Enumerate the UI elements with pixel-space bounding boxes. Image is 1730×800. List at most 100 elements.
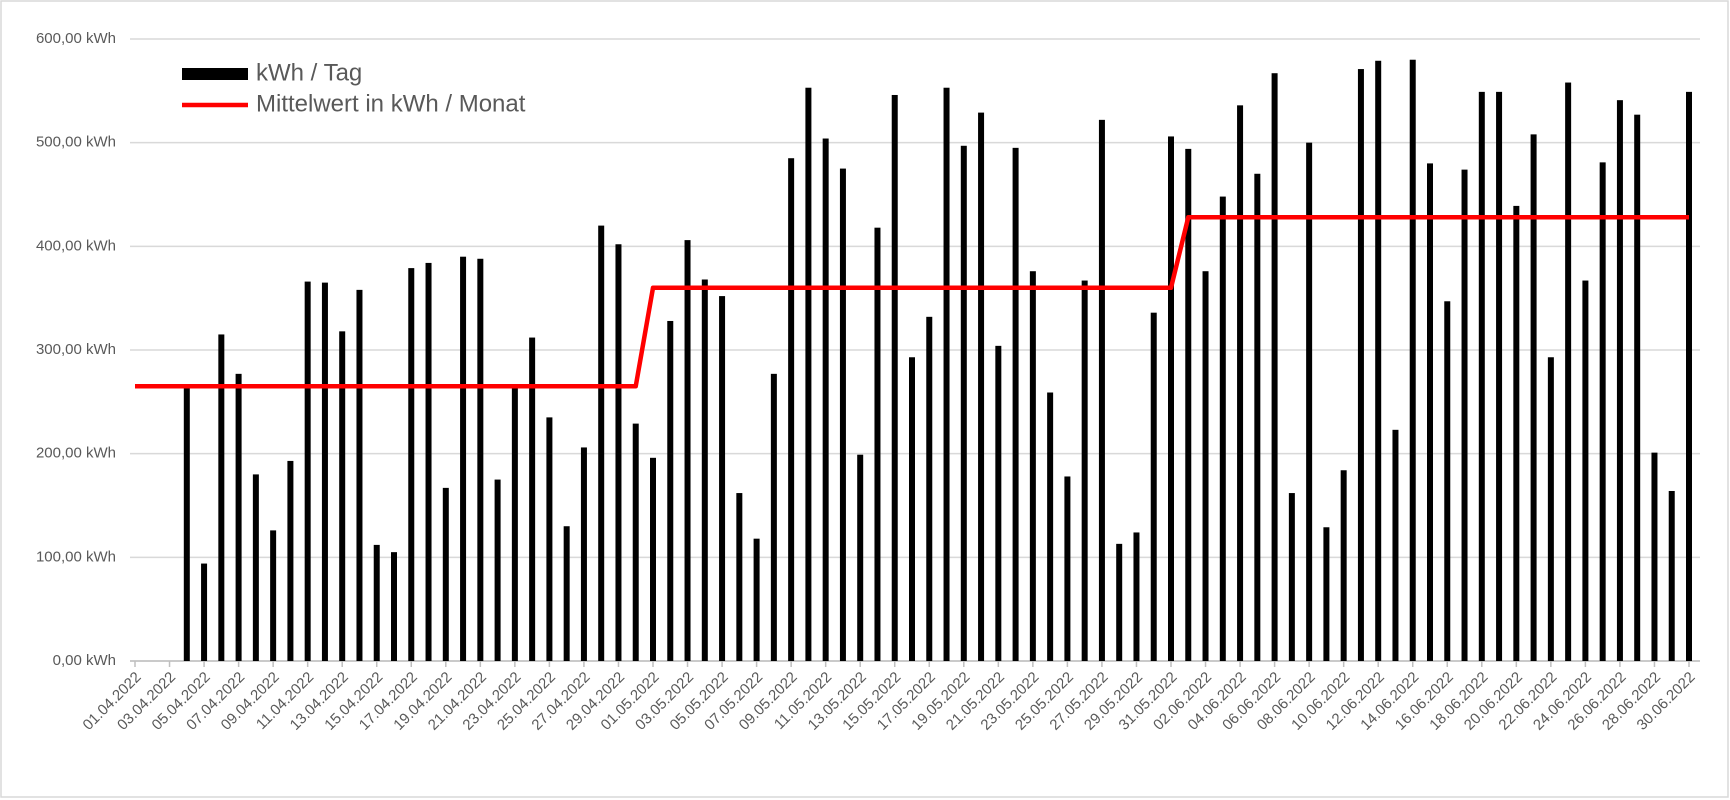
bar (1202, 271, 1209, 661)
legend-swatch (182, 68, 248, 80)
bar (736, 493, 743, 661)
y-tick-label: 400,00 kWh (36, 237, 116, 254)
bar (373, 544, 380, 661)
legend-label: kWh / Tag (256, 59, 362, 86)
legend-label: Mittelwert in kWh / Monat (256, 90, 526, 117)
bar (1271, 73, 1278, 661)
bar (1565, 82, 1572, 662)
bar (598, 225, 605, 661)
bar (1547, 357, 1554, 661)
bar (563, 526, 570, 661)
bar (580, 447, 587, 661)
bar (1219, 196, 1226, 661)
bar (477, 258, 484, 661)
bar (1168, 136, 1174, 662)
bar (1427, 163, 1433, 661)
bar (684, 240, 691, 661)
bar (632, 423, 639, 661)
bar (719, 296, 726, 661)
bar (408, 268, 415, 661)
bar (1461, 169, 1468, 661)
bar (494, 479, 501, 661)
bar (235, 373, 242, 661)
bar (1444, 301, 1451, 661)
bar (1634, 114, 1641, 662)
bar (1375, 60, 1382, 661)
bar (1237, 105, 1244, 661)
bar (891, 94, 898, 662)
bar (1496, 91, 1503, 662)
bar (1530, 134, 1537, 661)
y-tick-label: 100,00 kWh (36, 548, 116, 565)
bar (960, 145, 967, 661)
bar (529, 337, 536, 661)
bar (1616, 100, 1623, 661)
bar (183, 386, 190, 661)
bar (511, 386, 518, 661)
bar (1651, 452, 1658, 661)
bar (1306, 142, 1313, 661)
bar (1686, 91, 1692, 662)
bar (321, 282, 328, 661)
bar (805, 87, 812, 662)
bar (339, 331, 346, 661)
bar (1288, 493, 1295, 661)
bar (1254, 173, 1261, 661)
bar (1392, 429, 1399, 661)
bar (218, 334, 225, 661)
bar (788, 158, 795, 661)
y-tick-label: 600,00 kWh (36, 30, 116, 47)
bar (201, 563, 208, 661)
bar (1064, 476, 1071, 661)
bar (425, 262, 432, 661)
bar (356, 289, 363, 661)
bar (1116, 543, 1123, 661)
bar (1098, 119, 1105, 662)
bar (442, 487, 449, 661)
bar (391, 552, 397, 661)
bar (701, 279, 708, 661)
y-tick-label: 300,00 kWh (36, 341, 116, 358)
bar (1599, 162, 1606, 661)
bar (1150, 312, 1157, 661)
bar (995, 345, 1002, 661)
bar (753, 538, 760, 661)
bar (1357, 69, 1364, 661)
mean-line (135, 215, 1689, 389)
bar (1668, 490, 1675, 661)
bar (460, 256, 467, 661)
bar (874, 227, 881, 661)
bar (1409, 59, 1416, 661)
y-tick-label: 0,00 kWh (53, 652, 116, 669)
bar (1133, 532, 1140, 661)
bar (650, 457, 656, 661)
bar (615, 244, 622, 661)
y-tick-label: 200,00 kWh (36, 445, 116, 462)
bar (943, 87, 950, 662)
y-tick-label: 500,00 kWh (36, 134, 116, 151)
bar (1323, 527, 1330, 661)
bar (270, 530, 277, 661)
bar (1029, 271, 1036, 661)
bar (822, 138, 829, 661)
bar (1478, 91, 1485, 662)
bar (1012, 147, 1019, 662)
bar (770, 373, 777, 661)
bar (304, 281, 311, 661)
bar (909, 357, 915, 661)
bar (287, 460, 294, 661)
bar (252, 474, 259, 661)
bar (926, 316, 933, 661)
bar (1185, 148, 1192, 662)
bar (1081, 280, 1088, 661)
bar (1513, 205, 1520, 662)
bar (546, 417, 553, 661)
bar (1047, 392, 1054, 661)
bar (1340, 470, 1347, 661)
bar (667, 320, 674, 661)
bar (857, 454, 864, 661)
bar (978, 112, 985, 661)
